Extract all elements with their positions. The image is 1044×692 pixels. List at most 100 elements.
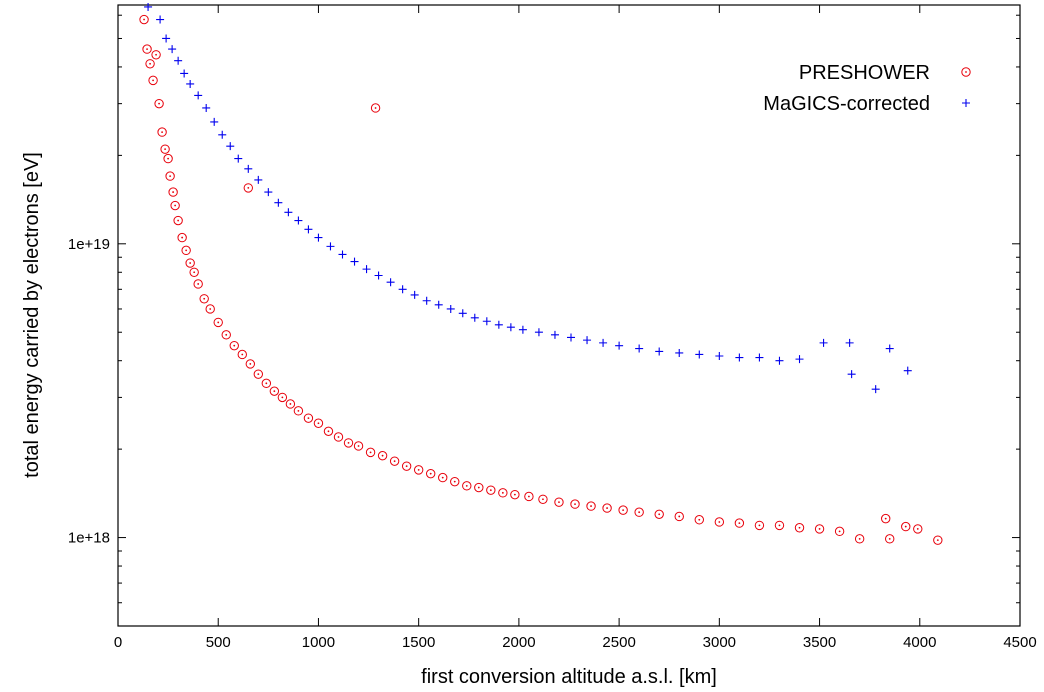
- data-point: [462, 481, 472, 491]
- data-point: [151, 50, 161, 60]
- data-point: [398, 285, 407, 294]
- legend-label-magics: MaGICS-corrected: [763, 93, 930, 115]
- data-point: [654, 509, 664, 520]
- data-point: [913, 524, 923, 534]
- data-point: [285, 399, 296, 409]
- data-point: [353, 441, 364, 451]
- x-tick-label: 3500: [803, 634, 836, 651]
- data-point: [583, 336, 592, 345]
- data-point: [303, 413, 314, 423]
- data-point: [434, 300, 443, 309]
- data-point: [599, 338, 608, 347]
- data-point: [482, 317, 491, 326]
- x-tick-label: 1000: [302, 634, 335, 651]
- data-point: [386, 278, 395, 287]
- data-point: [156, 15, 165, 24]
- data-point: [774, 520, 785, 531]
- data-point: [163, 153, 173, 164]
- data-point: [845, 338, 854, 347]
- data-point: [586, 501, 596, 511]
- data-point: [567, 333, 576, 342]
- data-point: [735, 353, 744, 362]
- data-point: [186, 79, 195, 88]
- data-point: [362, 265, 371, 274]
- data-point: [377, 450, 388, 461]
- data-point: [229, 340, 239, 351]
- data-point: [277, 392, 288, 403]
- data-point: [221, 330, 231, 340]
- axis-ticks: [117, 5, 1021, 627]
- data-point: [168, 45, 177, 54]
- data-point: [304, 225, 313, 234]
- data-point: [885, 344, 894, 353]
- data-point: [775, 356, 784, 365]
- data-point: [205, 304, 215, 314]
- legend-label-preshower: PRESHOWER: [799, 62, 930, 84]
- data-point: [695, 350, 704, 359]
- data-point: [181, 245, 191, 256]
- data-point: [871, 385, 880, 394]
- data-point: [226, 142, 235, 151]
- axis-tick-labels: 0 500 1000 1500 2000 2500 3000 3500 4000 4500 1e+1…: [68, 236, 1037, 651]
- data-point: [554, 497, 564, 507]
- x-tick-label: 0: [114, 634, 122, 651]
- plot-frame: [117, 4, 1021, 627]
- y-axis-title: total energy carried by electrons [eV]: [21, 152, 43, 478]
- data-point: [602, 503, 612, 513]
- data-point: [145, 59, 155, 69]
- legend-symbol: [961, 67, 971, 77]
- data-point: [326, 242, 335, 251]
- data-point: [177, 232, 187, 243]
- data-point: [202, 103, 211, 112]
- data-point: [438, 472, 448, 483]
- legend-marker-magics: [962, 99, 970, 107]
- data-point: [486, 485, 496, 495]
- data-point: [754, 520, 765, 531]
- data-point: [446, 304, 455, 313]
- data-point: [343, 438, 354, 448]
- data-point: [160, 144, 170, 154]
- data-point: [264, 188, 273, 197]
- data-point: [570, 499, 580, 509]
- data-point: [243, 183, 253, 193]
- data-point: [313, 418, 324, 428]
- y-tick-label: 1e+18: [68, 530, 110, 547]
- data-point: [237, 349, 247, 360]
- data-point: [284, 208, 293, 217]
- data-point: [165, 171, 175, 181]
- data-point: [794, 523, 805, 533]
- data-point: [142, 44, 152, 54]
- data-point: [194, 91, 203, 100]
- x-tick-label: 1500: [402, 634, 435, 651]
- data-point: [933, 535, 943, 545]
- data-point: [389, 456, 400, 466]
- data-point: [139, 14, 149, 25]
- data-point: [170, 200, 180, 211]
- data-point: [854, 534, 865, 544]
- legend: PRESHOWER MaGICS-corrected: [763, 62, 971, 115]
- data-point: [470, 313, 479, 322]
- data-point: [450, 476, 460, 487]
- data-point: [458, 309, 467, 318]
- x-tick-label: 4500: [1003, 634, 1036, 651]
- data-point: [218, 130, 227, 139]
- data-point: [374, 271, 383, 280]
- data-point: [173, 215, 183, 226]
- data-point: [474, 482, 484, 493]
- data-point: [293, 406, 304, 416]
- data-point: [694, 515, 704, 525]
- data-point: [635, 344, 644, 353]
- data-point: [674, 511, 684, 522]
- data-point: [365, 447, 376, 458]
- data-point: [323, 426, 334, 437]
- x-axis-title: first conversion altitude a.s.l. [km]: [421, 666, 717, 688]
- data-point: [144, 2, 153, 11]
- data-point: [245, 359, 255, 369]
- data-point: [715, 352, 724, 361]
- data-point: [834, 526, 845, 537]
- data-point: [819, 338, 828, 347]
- data-point: [885, 534, 895, 544]
- data-point: [618, 505, 628, 515]
- data-point: [410, 290, 419, 299]
